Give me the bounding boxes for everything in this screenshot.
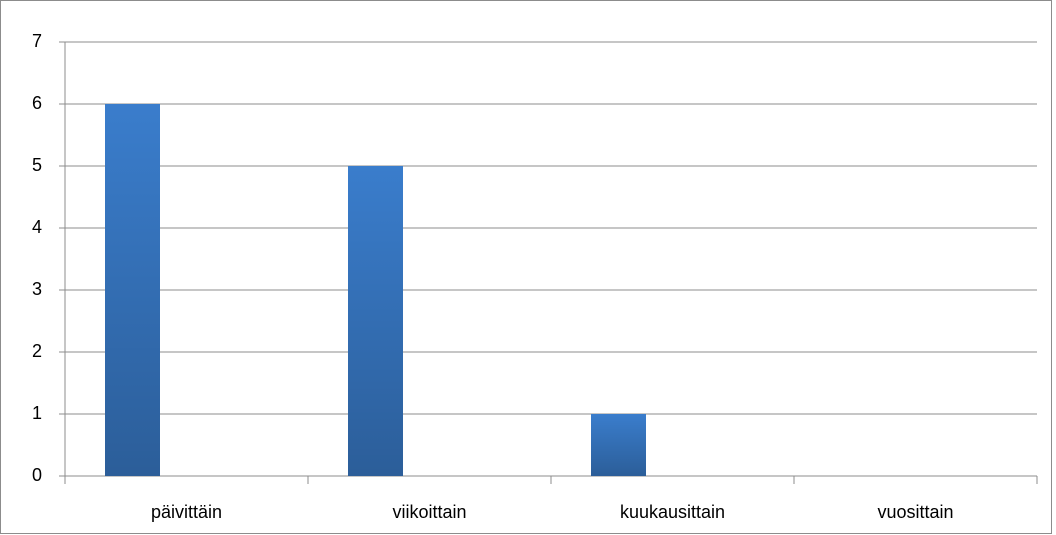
y-tick-label: 5 bbox=[32, 155, 42, 175]
y-tick-label: 2 bbox=[32, 341, 42, 361]
y-tick-label: 0 bbox=[32, 465, 42, 485]
x-tick-label: vuosittain bbox=[877, 502, 953, 522]
y-tick-label: 7 bbox=[32, 31, 42, 51]
y-tick-label: 1 bbox=[32, 403, 42, 423]
x-tick-label: kuukausittain bbox=[620, 502, 725, 522]
bar bbox=[591, 414, 646, 476]
y-tick-label: 4 bbox=[32, 217, 42, 237]
y-tick-label: 3 bbox=[32, 279, 42, 299]
x-tick-label: viikoittain bbox=[392, 502, 466, 522]
bar bbox=[348, 166, 403, 476]
y-tick-label: 6 bbox=[32, 93, 42, 113]
bar bbox=[105, 104, 160, 476]
x-tick-label: päivittäin bbox=[151, 502, 222, 522]
